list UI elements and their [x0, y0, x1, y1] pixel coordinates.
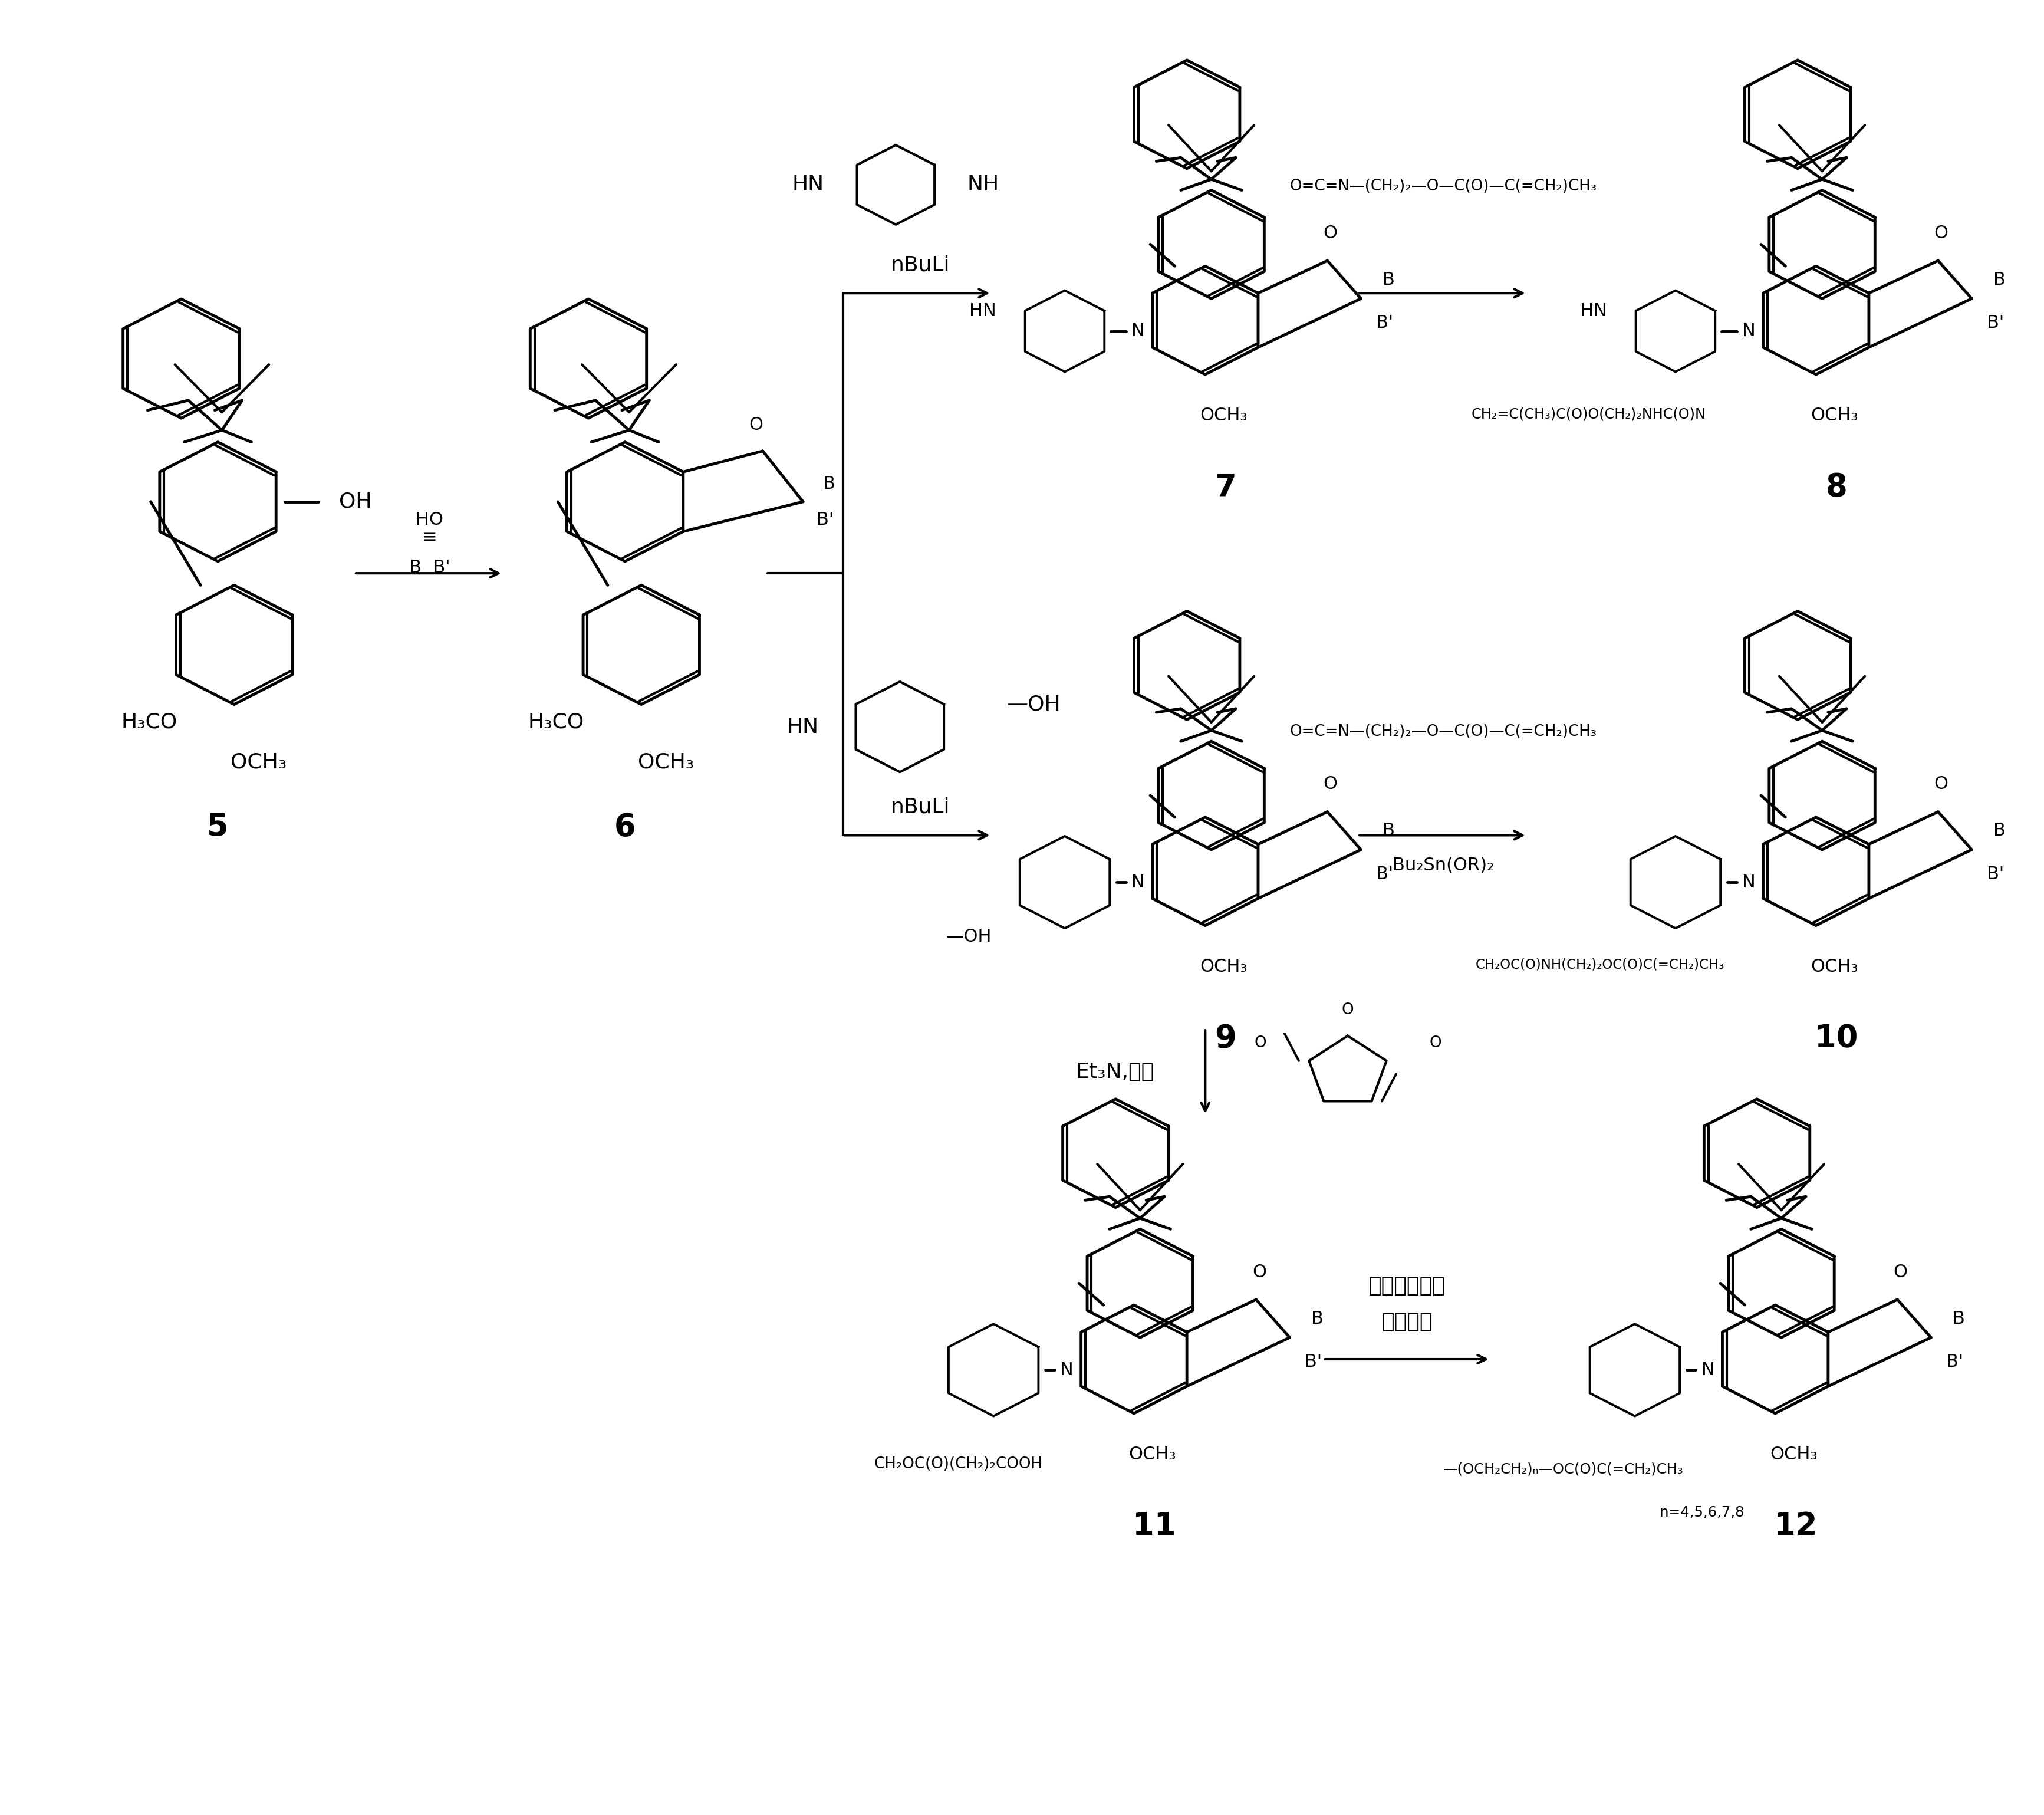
Text: HN: HN — [793, 174, 824, 194]
Text: OCH₃: OCH₃ — [1811, 407, 1858, 425]
Text: n=4,5,6,7,8: n=4,5,6,7,8 — [1660, 1506, 1746, 1519]
Text: O=C=N—(CH₂)₂—O—C(O)—C(=CH₂)CH₃: O=C=N—(CH₂)₂—O—C(O)—C(=CH₂)CH₃ — [1290, 178, 1596, 194]
Text: NH: NH — [967, 174, 1000, 194]
Text: O: O — [1255, 1035, 1267, 1051]
Text: CH₂=C(CH₃)C(O)O(CH₂)₂NHC(O)N: CH₂=C(CH₃)C(O)O(CH₂)₂NHC(O)N — [1472, 407, 1707, 421]
Text: O=C=N—(CH₂)₂—O—C(O)—C(=CH₂)CH₃: O=C=N—(CH₂)₂—O—C(O)—C(=CH₂)CH₃ — [1290, 724, 1596, 739]
Text: N: N — [1741, 323, 1756, 339]
Text: O: O — [1934, 775, 1948, 793]
Text: 7: 7 — [1214, 472, 1237, 503]
Text: B': B' — [1987, 314, 2005, 332]
Text: HN: HN — [787, 717, 818, 737]
Text: O: O — [1934, 225, 1948, 241]
Text: B': B' — [1304, 1354, 1322, 1370]
Text: 8: 8 — [1825, 472, 1848, 503]
Text: Bu₂Sn(OR)₂: Bu₂Sn(OR)₂ — [1392, 857, 1494, 875]
Text: H₃CO: H₃CO — [121, 711, 178, 731]
Text: OCH₃: OCH₃ — [638, 751, 693, 771]
Text: OCH₃: OCH₃ — [231, 751, 286, 771]
Text: B: B — [1382, 822, 1394, 839]
Text: HN: HN — [969, 303, 995, 319]
Text: CH₂OC(O)NH(CH₂)₂OC(O)C(=CH₂)CH₃: CH₂OC(O)NH(CH₂)₂OC(O)C(=CH₂)CH₃ — [1476, 958, 1725, 971]
Text: OCH₃: OCH₃ — [1770, 1447, 1817, 1463]
Text: N: N — [1741, 873, 1756, 891]
Text: B': B' — [1376, 314, 1394, 332]
Text: O: O — [1322, 775, 1337, 793]
Text: Et₃N,甲苯: Et₃N,甲苯 — [1075, 1062, 1155, 1082]
Text: 12: 12 — [1774, 1510, 1817, 1541]
Text: 5: 5 — [206, 811, 229, 842]
Text: OCH₃: OCH₃ — [1128, 1447, 1175, 1463]
Text: B: B — [1993, 270, 2005, 289]
Text: —OH: —OH — [1008, 693, 1061, 715]
Text: 6: 6 — [613, 811, 636, 842]
Text: ≡: ≡ — [421, 528, 437, 546]
Text: B  B': B B' — [409, 559, 450, 575]
Text: HN: HN — [1580, 303, 1607, 319]
Text: —(OCH₂CH₂)ₙ—OC(O)C(=CH₂)CH₃: —(OCH₂CH₂)ₙ—OC(O)C(=CH₂)CH₃ — [1443, 1463, 1684, 1476]
Text: N: N — [1701, 1361, 1715, 1379]
Text: O: O — [1893, 1263, 1907, 1281]
Text: OCH₃: OCH₃ — [1200, 407, 1247, 425]
Text: 聚乙二醇甲基: 聚乙二醇甲基 — [1369, 1276, 1445, 1296]
Text: nBuLi: nBuLi — [891, 797, 950, 817]
Text: HO: HO — [415, 512, 444, 528]
Text: B: B — [824, 476, 836, 492]
Text: B': B' — [1946, 1354, 1964, 1370]
Text: N: N — [1061, 1361, 1073, 1379]
Text: B: B — [1310, 1310, 1322, 1327]
Text: 丙烯酸酯: 丙烯酸酯 — [1382, 1312, 1433, 1332]
Text: O: O — [748, 416, 762, 434]
Text: OCH₃: OCH₃ — [1811, 958, 1858, 975]
Text: N: N — [1130, 323, 1145, 339]
Text: H₃CO: H₃CO — [527, 711, 585, 731]
Text: OH: OH — [339, 492, 372, 512]
Text: 10: 10 — [1815, 1024, 1858, 1055]
Text: CH₂OC(O)(CH₂)₂COOH: CH₂OC(O)(CH₂)₂COOH — [873, 1457, 1042, 1472]
Text: 9: 9 — [1214, 1024, 1237, 1055]
Text: B': B' — [1987, 866, 2005, 882]
Text: OCH₃: OCH₃ — [1200, 958, 1247, 975]
Text: O: O — [1341, 1002, 1353, 1018]
Text: nBuLi: nBuLi — [891, 256, 950, 276]
Text: —OH: —OH — [946, 927, 991, 946]
Text: B: B — [1382, 270, 1394, 289]
Text: O: O — [1253, 1263, 1265, 1281]
Text: B: B — [1993, 822, 2005, 839]
Text: B': B' — [816, 512, 834, 528]
Text: B: B — [1952, 1310, 1964, 1327]
Text: B': B' — [1376, 866, 1394, 882]
Text: 11: 11 — [1132, 1510, 1175, 1541]
Text: O: O — [1322, 225, 1337, 241]
Text: N: N — [1130, 873, 1145, 891]
Text: O: O — [1429, 1035, 1441, 1051]
